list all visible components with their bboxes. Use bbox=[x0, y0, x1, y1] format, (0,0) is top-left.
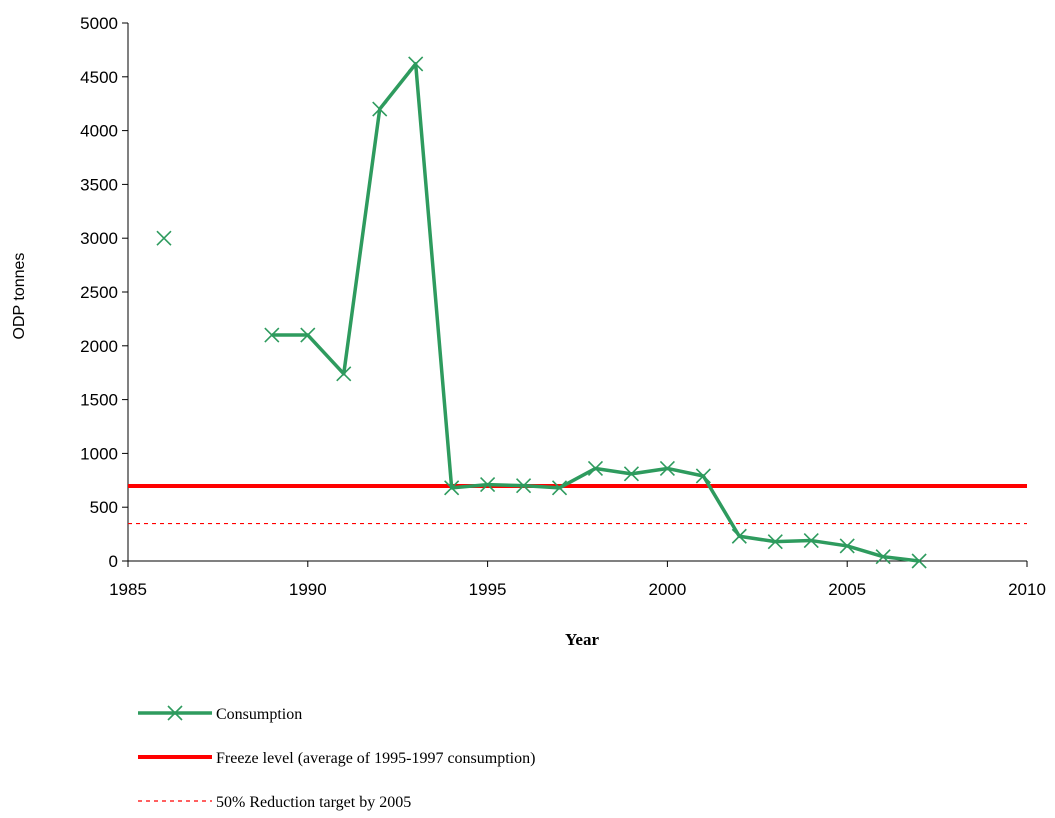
y-tick-label-4000: 4000 bbox=[80, 122, 118, 141]
x-tick-label-1990: 1990 bbox=[289, 580, 327, 599]
y-axis-label: ODP tonnes bbox=[11, 253, 28, 340]
y-tick-label-0: 0 bbox=[109, 552, 118, 571]
consumption-point-1989 bbox=[264, 327, 280, 343]
consumption-point-1996 bbox=[515, 478, 532, 494]
legend-reduction-label: 50% Reduction target by 2005 bbox=[216, 794, 411, 811]
y-tick-label-4500: 4500 bbox=[80, 68, 118, 87]
legend-consumption-x-marker bbox=[167, 705, 183, 721]
consumption-point-2002 bbox=[731, 528, 747, 544]
consumption-point-1997 bbox=[551, 480, 568, 496]
consumption-point-1986 bbox=[156, 230, 172, 246]
legend-consumption-marker bbox=[167, 705, 183, 721]
consumption-point-2005 bbox=[839, 538, 855, 554]
consumption-point-2001 bbox=[695, 468, 711, 484]
legend-item-freeze: Freeze level (average of 1995-1997 consu… bbox=[138, 750, 535, 767]
legend: Consumption Freeze level (average of 199… bbox=[138, 705, 535, 811]
consumption-point-1990 bbox=[300, 327, 316, 343]
y-tick-label-2000: 2000 bbox=[80, 337, 118, 356]
x-tick-label-2000: 2000 bbox=[648, 580, 686, 599]
consumption-point-1991 bbox=[336, 366, 352, 382]
consumption-point-2003 bbox=[767, 534, 783, 550]
legend-freeze-label: Freeze level (average of 1995-1997 consu… bbox=[216, 750, 535, 767]
consumption-point-1994 bbox=[444, 480, 460, 496]
consumption-point-2007 bbox=[911, 553, 927, 569]
y-tick-label-3500: 3500 bbox=[80, 175, 118, 194]
y-tick-label-1000: 1000 bbox=[80, 444, 118, 463]
consumption-point-1992 bbox=[372, 101, 388, 117]
x-axis-label: Year bbox=[565, 630, 599, 649]
y-tick-label-2500: 2500 bbox=[80, 283, 118, 302]
y-tick-label-500: 500 bbox=[90, 498, 118, 517]
x-tick-label-2005: 2005 bbox=[828, 580, 866, 599]
x-tick-label-1995: 1995 bbox=[469, 580, 507, 599]
y-tick-label-1500: 1500 bbox=[80, 391, 118, 410]
y-tick-label-5000: 5000 bbox=[80, 14, 118, 33]
legend-item-consumption: Consumption bbox=[138, 705, 302, 723]
legend-item-reduction: 50% Reduction target by 2005 bbox=[138, 794, 411, 811]
consumption-point-1993 bbox=[408, 56, 424, 72]
plot-area: 0 500 1000 1500 2000 2500 3000 3500 4000 4500 5000… bbox=[80, 14, 1046, 599]
consumption-point-2006 bbox=[875, 549, 891, 565]
x-tick-label-1985: 1985 bbox=[109, 580, 147, 599]
legend-consumption-label: Consumption bbox=[216, 706, 302, 723]
x-tick-label-2010: 2010 bbox=[1008, 580, 1046, 599]
y-tick-label-3000: 3000 bbox=[80, 229, 118, 248]
consumption-point-2004 bbox=[803, 532, 819, 549]
consumption-point-1995 bbox=[480, 477, 496, 493]
consumption-point-1999 bbox=[623, 466, 640, 482]
consumption-point-2000 bbox=[659, 460, 675, 477]
consumption-point-1998 bbox=[587, 460, 604, 477]
